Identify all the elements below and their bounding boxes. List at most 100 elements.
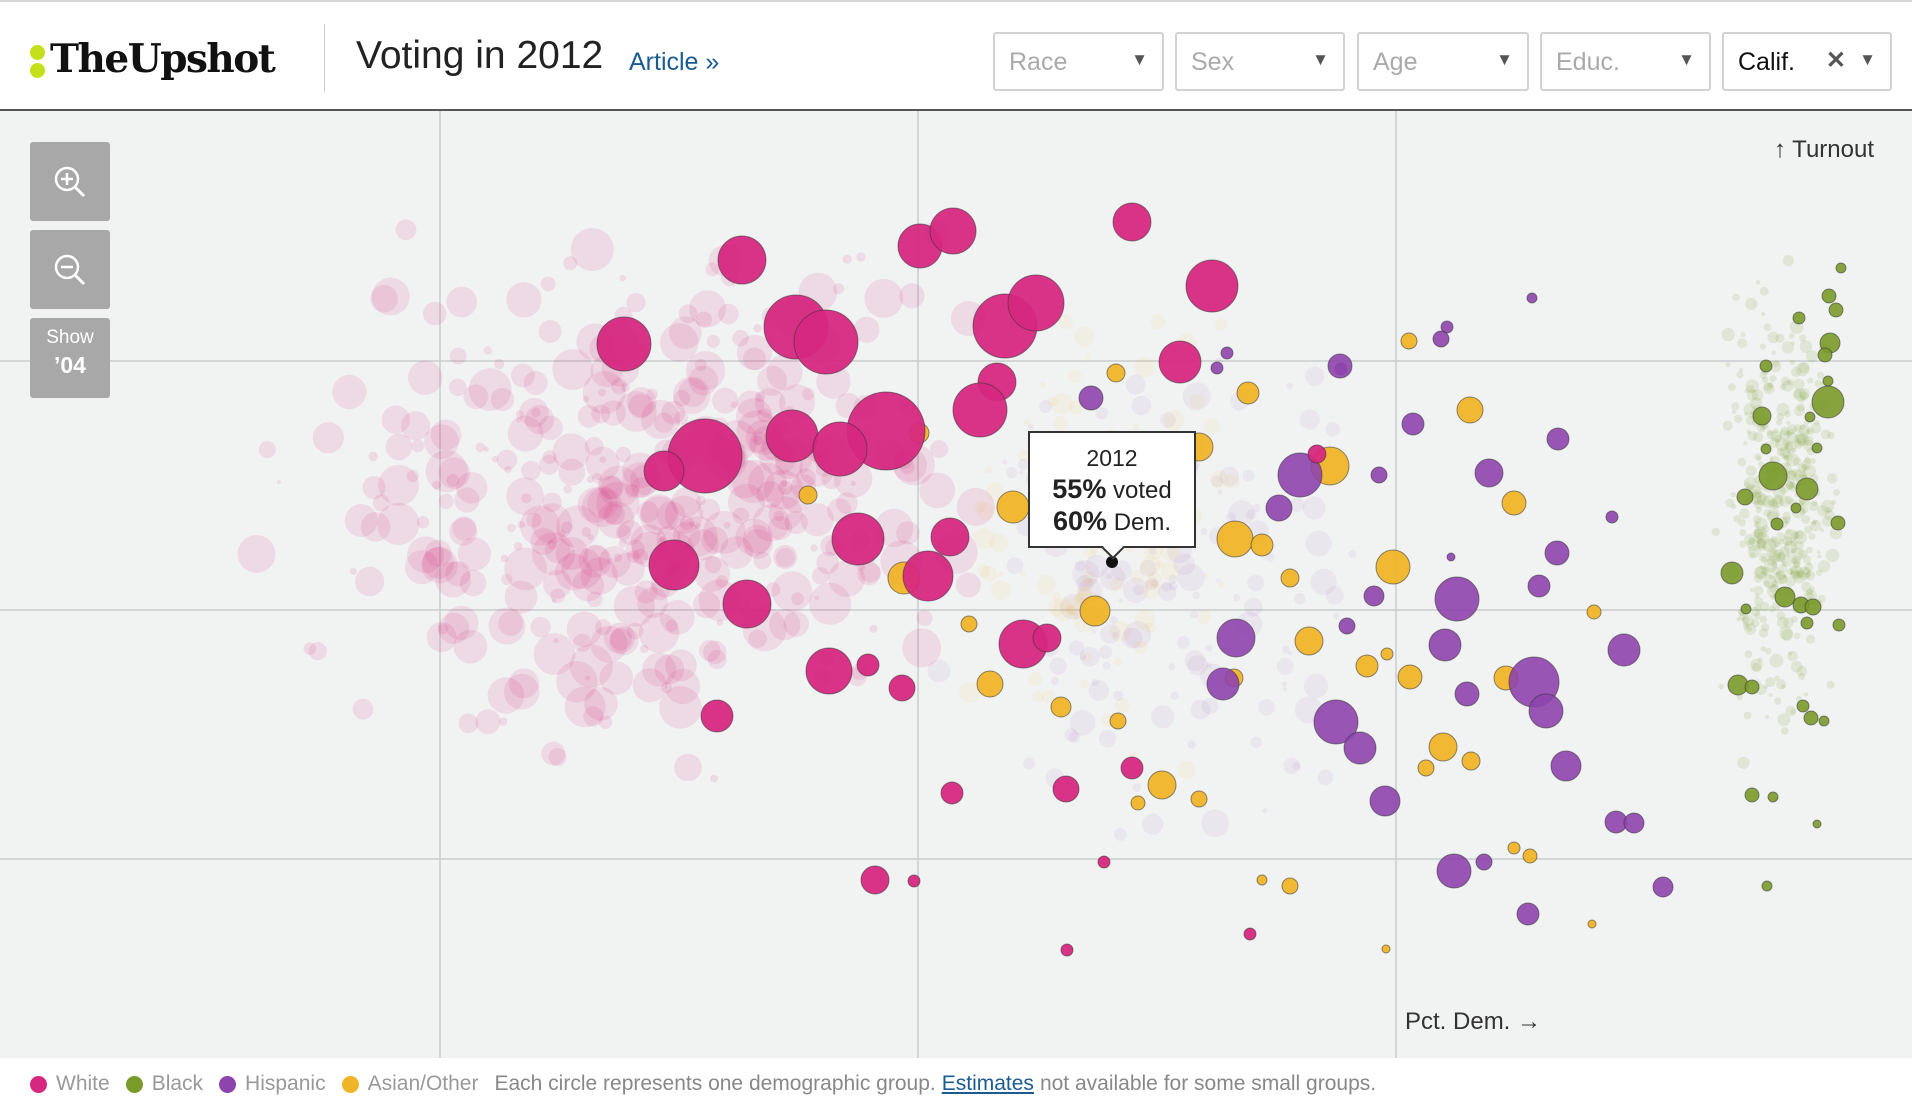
faint-group-bubble <box>997 571 1004 578</box>
faint-group-bubble <box>715 575 729 588</box>
faint-group-bubble <box>1753 528 1765 540</box>
faint-group-bubble <box>1771 566 1780 575</box>
faint-group-bubble <box>753 551 772 570</box>
faint-group-bubble <box>1074 560 1086 572</box>
faint-group-bubble <box>1799 424 1806 431</box>
white-group-bubble <box>856 653 880 677</box>
faint-group-bubble <box>736 390 765 418</box>
faint-group-bubble <box>1739 540 1747 548</box>
faint-group-bubble <box>1760 570 1766 576</box>
faint-group-bubble <box>1759 286 1769 296</box>
show-2004-button[interactable]: Show ’04 <box>30 318 110 398</box>
faint-group-bubble <box>1790 341 1795 346</box>
legend-item-asian[interactable]: Asian/Other <box>341 1072 478 1096</box>
black-group-bubble <box>1800 616 1814 630</box>
faint-group-bubble <box>556 661 598 703</box>
faint-group-bubble <box>1252 503 1261 512</box>
faint-group-bubble <box>585 675 591 681</box>
faint-group-bubble <box>519 505 561 546</box>
article-link[interactable]: Article » <box>629 48 720 76</box>
asian-group-bubble <box>1280 568 1300 588</box>
faint-group-bubble <box>1776 402 1790 416</box>
scatter-chart[interactable] <box>0 111 1912 1058</box>
upshot-logo[interactable]: TheUpshot <box>30 34 276 84</box>
faint-group-bubble <box>642 652 677 687</box>
faint-group-bubble <box>1763 580 1771 587</box>
faint-group-bubble <box>1738 518 1746 527</box>
faint-group-bubble <box>555 537 589 570</box>
faint-group-bubble <box>598 475 623 499</box>
faint-group-bubble <box>1747 430 1758 441</box>
legend: White Black Hispanic Asian/Other Each ci… <box>30 1072 1376 1096</box>
faint-group-bubble <box>1768 605 1776 613</box>
faint-group-bubble <box>438 493 454 509</box>
faint-group-bubble <box>1802 463 1808 470</box>
filter-age-dropdown[interactable]: Age ▼ <box>1357 32 1529 91</box>
faint-group-bubble <box>1168 574 1178 584</box>
faint-group-bubble <box>723 521 731 529</box>
zoom-in-button[interactable] <box>30 142 110 221</box>
black-group-bubble <box>1821 288 1837 304</box>
faint-group-bubble <box>1781 380 1794 392</box>
faint-group-bubble <box>1779 495 1791 507</box>
faint-group-bubble <box>1142 813 1164 835</box>
faint-group-bubble <box>531 503 572 544</box>
faint-group-bubble <box>1756 538 1767 549</box>
faint-group-bubble <box>1761 311 1766 317</box>
faint-group-bubble <box>1182 382 1211 411</box>
faint-group-bubble <box>1102 661 1111 670</box>
faint-group-bubble <box>653 412 675 433</box>
faint-group-bubble <box>1790 547 1804 561</box>
faint-group-bubble <box>685 351 726 391</box>
faint-group-bubble <box>570 228 614 271</box>
faint-group-bubble <box>1076 575 1093 592</box>
faint-group-bubble <box>659 686 702 729</box>
estimates-link[interactable]: Estimates <box>941 1072 1034 1095</box>
faint-group-bubble <box>896 521 920 545</box>
faint-group-bubble <box>1785 576 1796 587</box>
faint-group-bubble <box>1091 678 1099 687</box>
filter-race-label: Race <box>1009 48 1068 76</box>
black-group-bubble <box>1761 880 1773 892</box>
black-group-bubble <box>1752 406 1772 426</box>
faint-group-bubble <box>438 612 470 644</box>
faint-group-bubble <box>530 616 551 638</box>
faint-group-bubble <box>864 278 904 318</box>
faint-group-bubble <box>641 494 678 531</box>
faint-group-bubble <box>475 709 501 735</box>
legend-item-black[interactable]: Black <box>125 1072 203 1096</box>
chevron-down-icon: ▼ <box>1496 50 1513 69</box>
faint-group-bubble <box>1036 574 1057 595</box>
asian-group-bubble <box>976 670 1004 698</box>
white-group-bubble <box>765 409 819 463</box>
faint-group-bubble <box>1725 362 1731 368</box>
header-bar: TheUpshot Voting in 2012 Article » Race … <box>0 0 1912 111</box>
faint-group-bubble <box>494 358 505 370</box>
filter-education-dropdown[interactable]: Educ. ▼ <box>1540 32 1711 91</box>
filter-state-dropdown[interactable]: Calif. ✕ ▼ <box>1722 32 1892 91</box>
filter-race-dropdown[interactable]: Race ▼ <box>993 32 1164 91</box>
faint-group-bubble <box>1763 508 1772 517</box>
faint-group-bubble <box>1802 567 1811 575</box>
faint-group-bubble <box>1787 650 1798 662</box>
faint-group-bubble <box>1797 463 1807 473</box>
faint-group-bubble <box>312 422 344 454</box>
white-group-bubble <box>722 579 772 629</box>
faint-group-bubble <box>735 398 773 435</box>
asian-group-bubble <box>1461 751 1481 771</box>
faint-group-bubble <box>1289 497 1305 513</box>
faint-group-bubble <box>538 415 563 441</box>
bubble-plot <box>0 111 1912 1058</box>
close-icon[interactable]: ✕ <box>1825 47 1846 74</box>
legend-item-hispanic[interactable]: Hispanic <box>219 1072 326 1096</box>
legend-item-white[interactable]: White <box>30 1072 110 1096</box>
faint-group-bubble <box>613 585 655 627</box>
tooltip-voted-row: 55% voted <box>1030 474 1194 506</box>
faint-group-bubble <box>1258 699 1275 716</box>
filter-sex-dropdown[interactable]: Sex ▼ <box>1175 32 1345 91</box>
faint-group-bubble <box>1753 585 1764 596</box>
faint-group-bubble <box>985 466 993 474</box>
faint-group-bubble <box>1160 561 1180 581</box>
faint-group-bubble <box>1767 331 1780 344</box>
zoom-out-button[interactable] <box>30 230 110 309</box>
